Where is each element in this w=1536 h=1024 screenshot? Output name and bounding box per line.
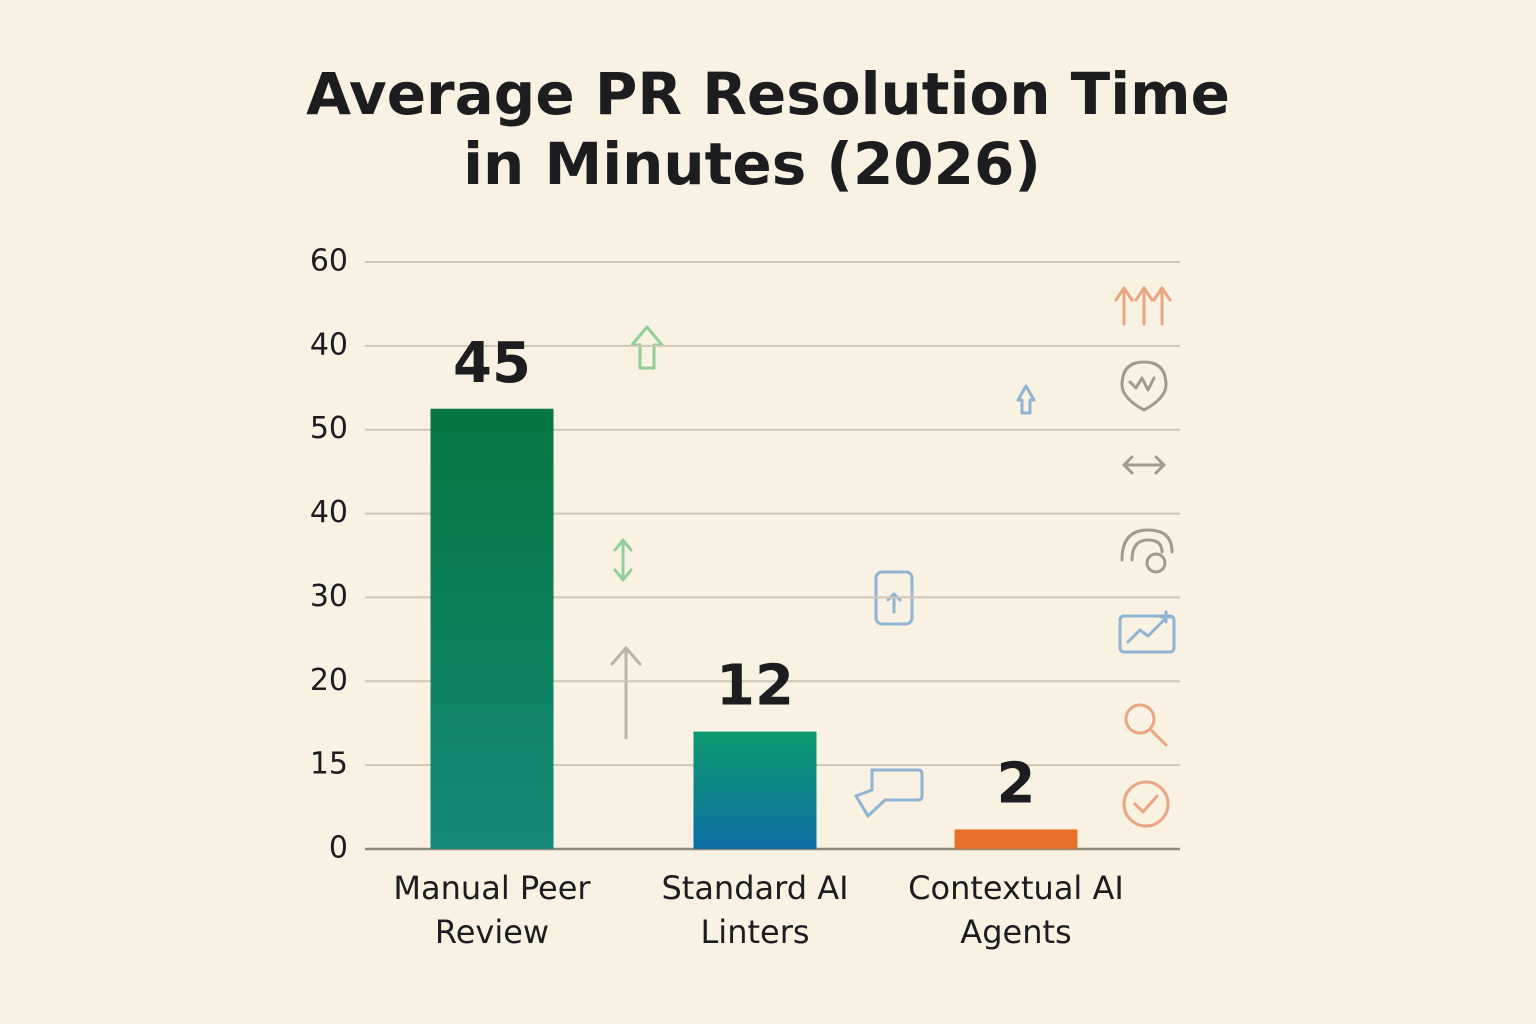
x-tick-label: Manual Peer: [393, 869, 591, 907]
y-axis-label: 0: [329, 831, 348, 866]
bar: [693, 731, 817, 849]
bar: [430, 408, 554, 849]
value-label: 12: [716, 654, 794, 719]
chart-title: in Minutes (2026): [463, 130, 1041, 198]
y-axis-label: 40: [310, 495, 348, 530]
x-tick-label: Linters: [700, 913, 809, 951]
y-axis-label: 40: [310, 327, 348, 362]
y-axis-label: 50: [310, 411, 348, 446]
x-tick-label: Agents: [960, 913, 1071, 951]
y-axis-label: 15: [310, 747, 348, 782]
x-tick-label: Review: [435, 913, 549, 951]
y-axis-label: 60: [310, 244, 348, 279]
x-tick-label: Standard AI: [661, 869, 848, 907]
value-label: 2: [997, 752, 1036, 817]
y-axis-label: 20: [310, 663, 348, 698]
value-label: 45: [453, 331, 531, 396]
bar: [954, 829, 1078, 849]
x-tick-label: Contextual AI: [908, 869, 1124, 907]
chart-title: Average PR Resolution Time: [306, 60, 1230, 128]
y-axis-label: 30: [310, 579, 348, 614]
decorative-icons: [610, 286, 1176, 828]
